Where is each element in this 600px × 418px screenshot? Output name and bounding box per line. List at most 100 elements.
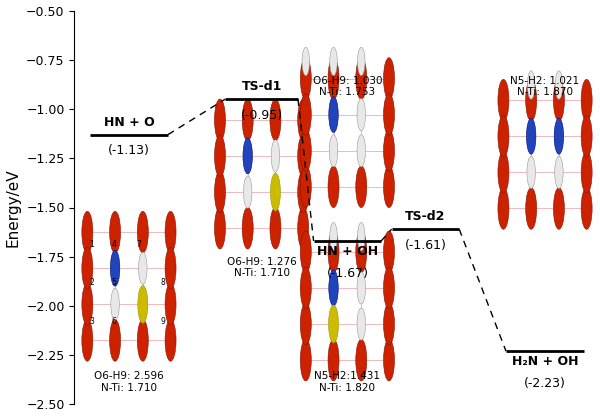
Circle shape: [271, 140, 280, 172]
Circle shape: [298, 99, 308, 141]
Circle shape: [82, 247, 93, 289]
Circle shape: [527, 120, 535, 152]
Circle shape: [329, 135, 338, 167]
Circle shape: [329, 272, 338, 304]
Text: TS-d1: TS-d1: [241, 80, 282, 93]
Text: (-2.23): (-2.23): [524, 377, 566, 390]
Circle shape: [165, 247, 176, 289]
Circle shape: [356, 166, 367, 208]
Circle shape: [165, 283, 176, 325]
Text: N5-H2:1.431
N-Ti: 1.820: N5-H2:1.431 N-Ti: 1.820: [314, 371, 380, 393]
Circle shape: [357, 135, 365, 167]
Circle shape: [271, 173, 280, 211]
Circle shape: [137, 212, 148, 253]
Circle shape: [82, 283, 93, 325]
Circle shape: [553, 188, 565, 229]
Text: HN + OH: HN + OH: [317, 245, 378, 258]
Circle shape: [526, 118, 536, 154]
Circle shape: [357, 272, 365, 304]
Circle shape: [329, 99, 338, 131]
Circle shape: [298, 171, 308, 213]
Circle shape: [498, 152, 509, 193]
Circle shape: [242, 207, 253, 249]
Circle shape: [526, 188, 536, 229]
Text: N5-H2: 1.021
N-Ti: 1.870: N5-H2: 1.021 N-Ti: 1.870: [511, 76, 580, 97]
Circle shape: [214, 171, 226, 213]
Text: 9: 9: [160, 317, 165, 326]
Text: 8: 8: [160, 278, 165, 287]
Circle shape: [111, 252, 119, 284]
Circle shape: [139, 252, 147, 284]
Circle shape: [82, 320, 93, 361]
Circle shape: [214, 135, 226, 177]
Circle shape: [244, 140, 252, 172]
Circle shape: [527, 71, 535, 99]
Circle shape: [358, 47, 365, 76]
Circle shape: [214, 207, 226, 249]
Circle shape: [300, 231, 311, 273]
Circle shape: [110, 212, 121, 253]
Text: 1: 1: [89, 240, 94, 249]
Circle shape: [328, 339, 339, 381]
Circle shape: [300, 94, 311, 135]
Text: (-0.95): (-0.95): [241, 109, 283, 122]
Text: 6: 6: [112, 317, 116, 326]
Circle shape: [330, 47, 337, 76]
Text: 7: 7: [136, 240, 141, 249]
Text: 5: 5: [112, 278, 116, 287]
Circle shape: [383, 166, 394, 208]
Text: (-1.67): (-1.67): [326, 267, 368, 280]
Circle shape: [329, 97, 338, 133]
Circle shape: [328, 166, 339, 208]
Circle shape: [300, 267, 311, 309]
Circle shape: [357, 99, 365, 131]
Circle shape: [357, 308, 365, 340]
Circle shape: [581, 152, 592, 193]
Text: (-1.61): (-1.61): [404, 239, 446, 252]
Circle shape: [581, 188, 592, 229]
Circle shape: [383, 339, 394, 381]
Text: TS-d2: TS-d2: [405, 210, 446, 223]
Text: O6-H9: 1.030
N-Ti: 1.753: O6-H9: 1.030 N-Ti: 1.753: [313, 76, 382, 97]
Circle shape: [137, 320, 148, 361]
Circle shape: [111, 288, 119, 321]
Circle shape: [356, 58, 367, 99]
Circle shape: [498, 79, 509, 121]
Circle shape: [139, 288, 147, 321]
Circle shape: [271, 176, 280, 208]
Circle shape: [554, 156, 563, 189]
Circle shape: [214, 99, 226, 141]
Circle shape: [242, 99, 253, 141]
Circle shape: [527, 156, 535, 189]
Circle shape: [110, 320, 121, 361]
Circle shape: [581, 115, 592, 157]
Circle shape: [554, 120, 563, 152]
Circle shape: [356, 231, 367, 273]
Circle shape: [329, 270, 338, 306]
Circle shape: [553, 79, 565, 121]
Text: O6-H9: 2.596
N-Ti: 1.710: O6-H9: 2.596 N-Ti: 1.710: [94, 371, 164, 393]
Text: HN + O: HN + O: [104, 116, 154, 129]
Circle shape: [383, 130, 394, 171]
Circle shape: [298, 207, 308, 249]
Circle shape: [498, 188, 509, 229]
Text: O6-H9: 1.276
N-Ti: 1.710: O6-H9: 1.276 N-Ti: 1.710: [227, 257, 296, 278]
Text: 4: 4: [112, 240, 116, 249]
Circle shape: [383, 94, 394, 135]
Circle shape: [555, 71, 563, 99]
Circle shape: [110, 250, 120, 286]
Circle shape: [300, 303, 311, 345]
Text: (-1.13): (-1.13): [108, 145, 150, 158]
Circle shape: [383, 231, 394, 273]
Circle shape: [526, 79, 536, 121]
Circle shape: [498, 115, 509, 157]
Circle shape: [300, 339, 311, 381]
Circle shape: [329, 305, 338, 343]
Circle shape: [300, 130, 311, 171]
Circle shape: [244, 176, 252, 208]
Circle shape: [300, 58, 311, 99]
Circle shape: [328, 231, 339, 273]
Circle shape: [270, 99, 281, 141]
Circle shape: [165, 212, 176, 253]
Circle shape: [138, 285, 148, 323]
